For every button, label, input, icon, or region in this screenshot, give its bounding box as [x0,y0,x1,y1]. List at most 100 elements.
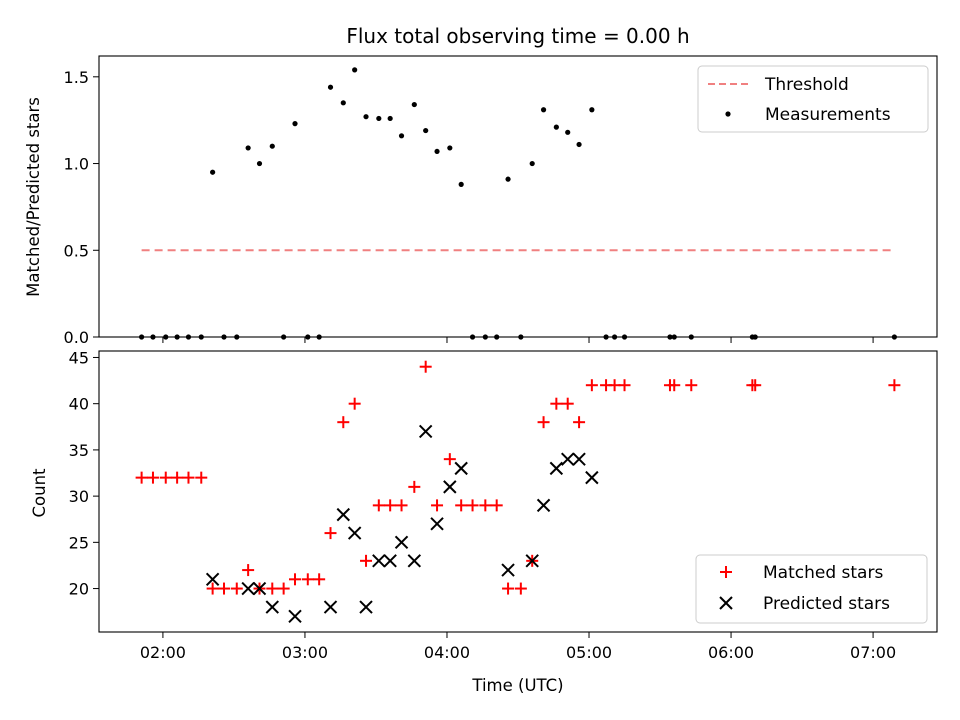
predicted-star-marker [383,554,397,568]
count-y-tick-label: 20 [69,580,89,599]
predicted-star-marker [585,470,599,485]
matched-star-marker [372,499,385,512]
measurement-point [565,129,571,135]
x-axis-label: Time (UTC) [471,676,563,695]
matched-star-marker [301,573,314,586]
count-y-tick-label: 45 [69,348,89,367]
matched-star-marker [585,379,598,392]
measurement-point [398,133,405,139]
legend-measurements-label: Measurements [765,105,891,125]
predicted-star-marker [430,517,444,531]
matched-star-marker [550,397,563,410]
count-y-ticks: 20 25 30 35 40 45 [69,348,99,599]
predicted-star-marker [525,554,539,568]
matched-star-marker [419,360,432,373]
measurement-point [376,115,382,122]
predicted-star-marker [454,461,468,476]
legend-measurements-swatch [725,111,731,117]
ratio-plot-frame [98,55,938,338]
matched-star-marker [324,527,337,540]
measurement-point [327,84,334,90]
measurement-point [447,145,453,151]
count-y-tick-label: 30 [69,487,89,506]
predicted-star-marker [265,600,279,614]
matched-star-marker [395,499,408,512]
measurement-point [529,160,535,167]
predicted-star-marker [205,572,220,587]
count-x-tick-label: 02:00 [140,643,186,662]
measurement-point [363,114,369,120]
count-panel: 20 25 30 35 40 45 02:00 03:00 04:00 05:00 06:00 07… [30,348,938,695]
count-y-tick-label: 35 [69,441,89,460]
predicted-star-marker [323,600,338,614]
measurement-point [340,100,346,106]
matched-star-marker [502,582,515,595]
matched-star-marker [408,480,421,493]
predicted-star-marker [347,526,362,540]
predicted-star-marker [572,452,586,466]
matched-star-marker [313,573,326,586]
predicted-star-marker [501,563,515,577]
measurement-point [589,107,595,113]
matched-star-marker [182,471,195,484]
matched-star-marker [455,499,468,512]
ratio-y-tick-label: 1.0 [64,155,89,174]
count-points [135,360,901,623]
ratio-x-ticks [162,337,874,343]
predicted-star-marker [443,480,457,494]
predicted-star-marker [536,498,551,513]
predicted-star-marker [288,609,302,623]
predicted-star-marker [241,581,255,596]
measurement-point [553,124,559,130]
ratio-legend-box [697,65,929,133]
predicted-star-marker [336,507,351,522]
matched-star-marker [266,582,279,595]
measurement-point [505,176,511,182]
measurement-point [458,181,464,187]
ratio-y-ticks: 0.0 0.5 1.0 1.5 [64,68,99,347]
matched-star-marker [360,554,373,567]
matched-star-marker [668,379,681,392]
count-legend-box [695,554,928,624]
matched-star-marker [431,499,444,512]
measurement-point [256,160,263,167]
matched-star-marker [348,397,361,410]
count-x-ticks: 02:00 03:00 04:00 05:00 06:00 07:00 [140,632,896,662]
ratio-legend: Threshold Measurements [697,65,929,133]
predicted-star-marker [418,424,433,439]
measurement-point [411,101,417,108]
count-x-tick-label: 03:00 [282,643,328,662]
ratio-panel: 0.0 0.5 1.0 1.5 Matched/Predicted stars Thr… [24,55,938,347]
ratio-y-tick-label: 0.5 [64,241,89,260]
count-x-tick-label: 06:00 [708,643,754,662]
measurement-point [292,121,298,127]
matched-star-marker [277,582,290,595]
measurement-point [423,127,429,134]
predicted-star-marker [372,554,386,568]
predicted-star-marker [252,581,267,596]
count-y-tick-label: 40 [69,395,89,414]
ratio-y-tick-label: 1.5 [64,68,89,87]
measurement-point [210,169,216,175]
matched-star-marker [289,573,302,586]
count-x-tick-label: 07:00 [850,643,896,662]
legend-matched-label: Matched stars [763,563,883,583]
predicted-star-marker [549,461,564,476]
matched-star-marker [514,582,527,595]
matched-star-marker [171,471,184,484]
matched-star-marker [537,416,550,429]
matched-star-marker [888,379,901,392]
measurement-point [387,115,393,122]
measurement-point [434,148,440,155]
predicted-star-marker [394,535,409,550]
legend-predicted-swatch [719,596,733,610]
matched-star-marker [466,499,479,512]
matched-star-marker [230,582,243,595]
matched-star-marker [443,453,456,466]
predicted-star-marker [407,554,422,568]
ratio-y-axis-label: Matched/Predicted stars [24,97,43,297]
legend-threshold-label: Threshold [764,75,849,95]
count-x-tick-label: 04:00 [424,643,470,662]
matched-star-marker [490,499,503,512]
